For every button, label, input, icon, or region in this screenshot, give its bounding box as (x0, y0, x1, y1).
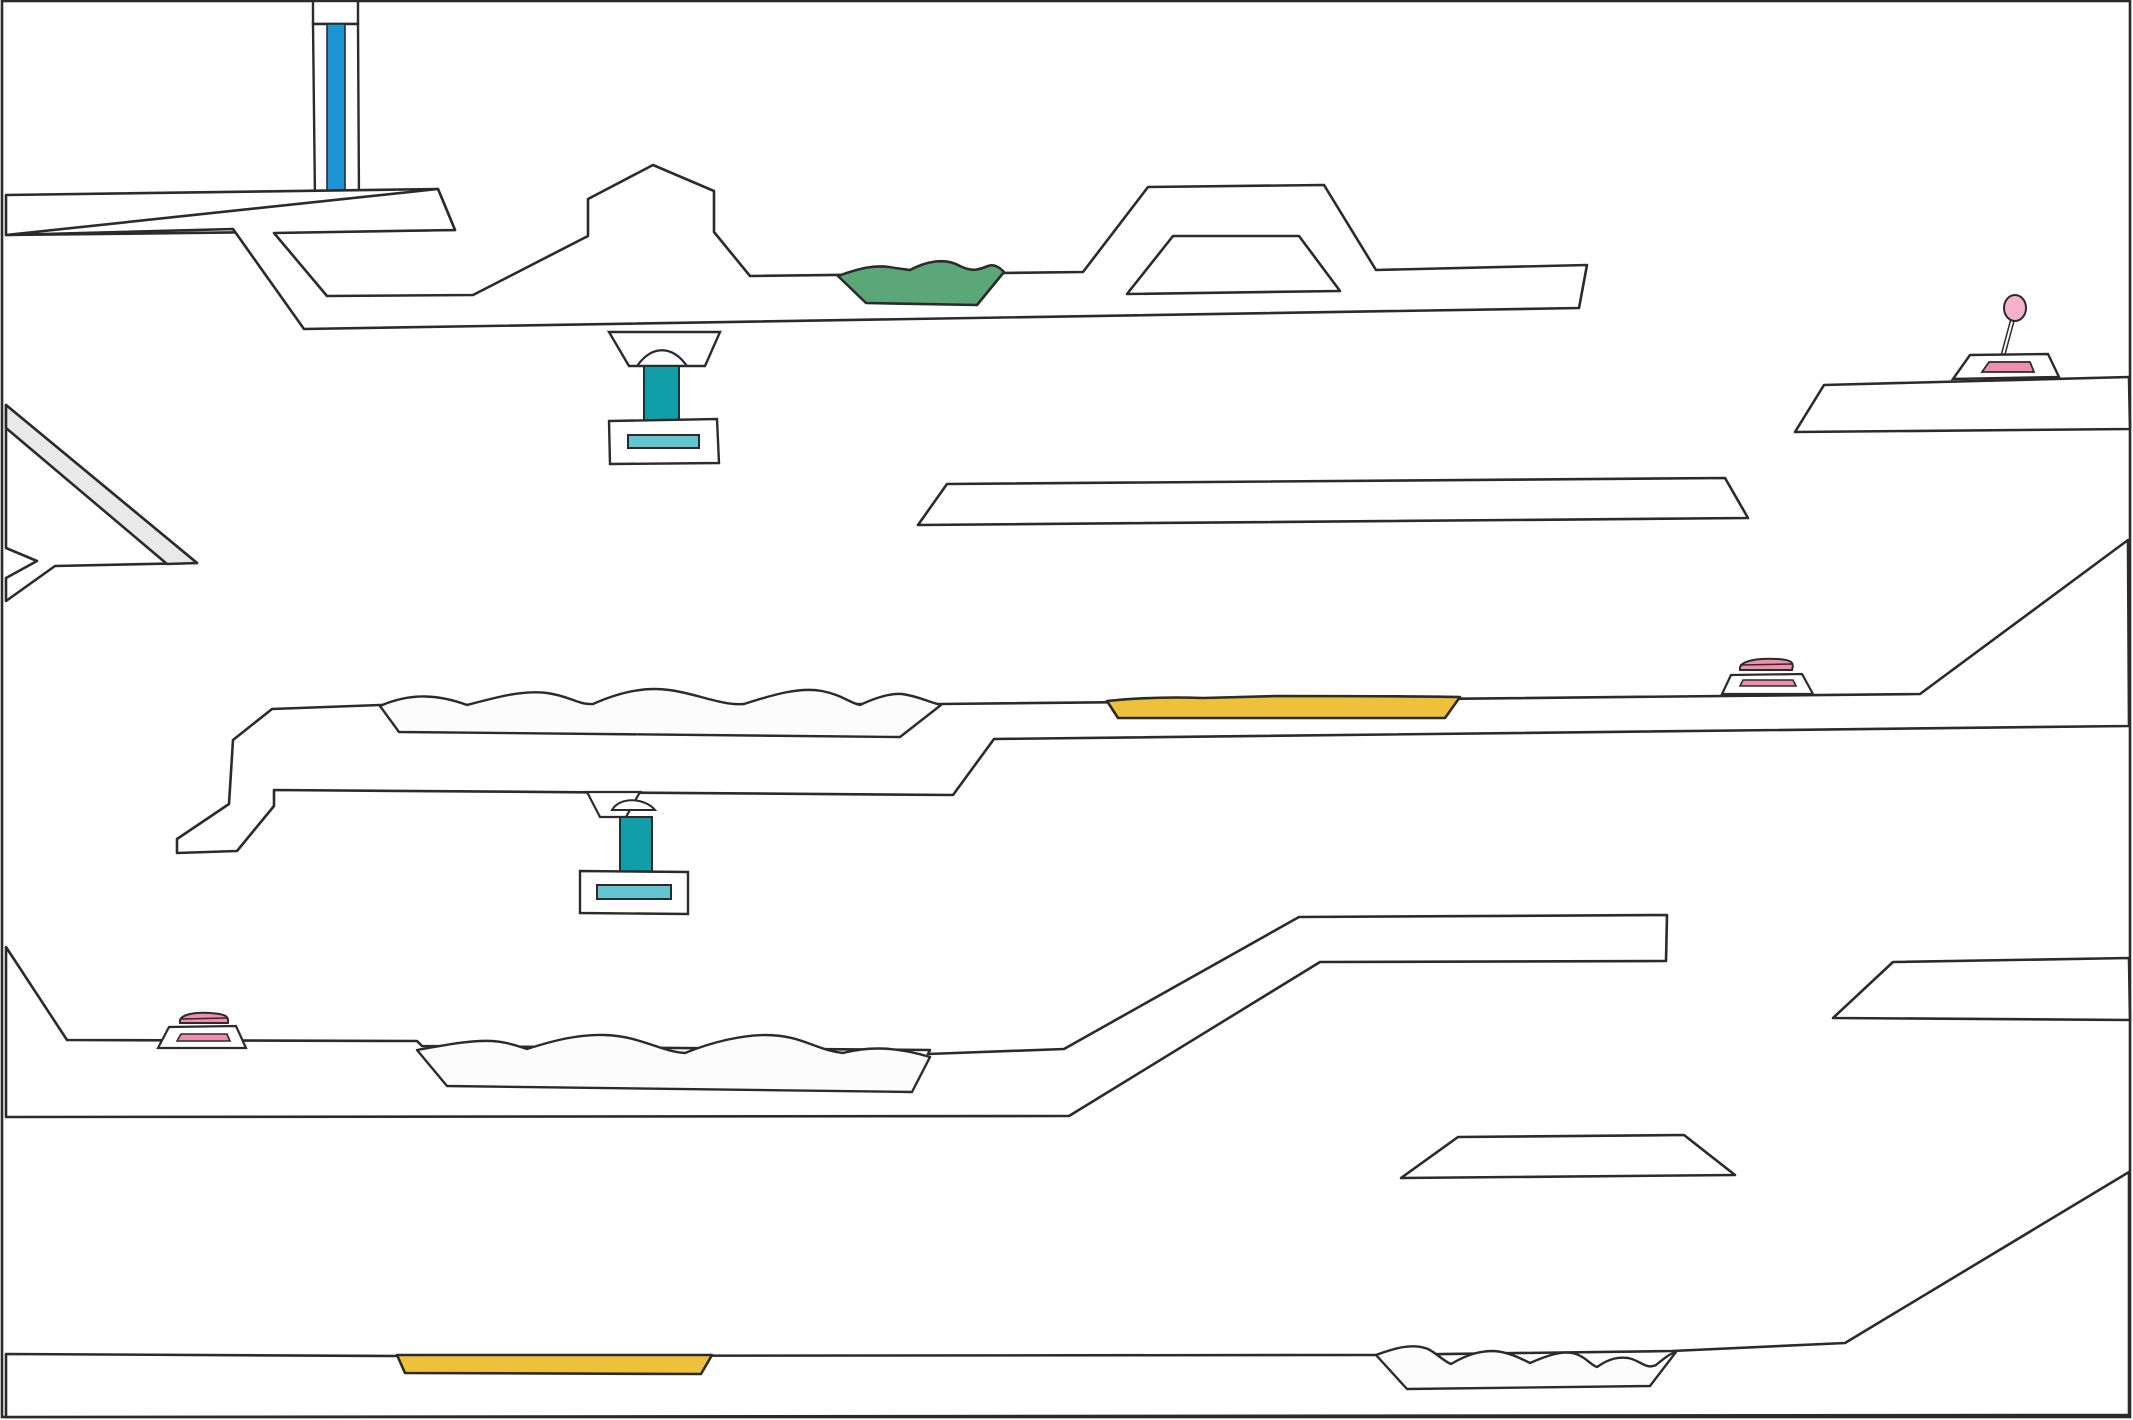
platform-middle-floating (916, 476, 1750, 527)
pressure-button-icon[interactable] (1720, 657, 1815, 696)
platform-lower-left (4, 913, 1669, 1119)
elevator-pad (596, 884, 672, 900)
elevator-shaft (619, 816, 653, 873)
lever-icon[interactable] (1950, 294, 2061, 381)
lava-pool-bottom (395, 1353, 714, 1376)
water-pipe-icon (311, 0, 361, 202)
pressure-button-icon[interactable] (156, 1011, 248, 1050)
left-ramp (4, 403, 199, 603)
elevator-pad (627, 434, 700, 449)
elevator-icon (606, 330, 722, 466)
platform-lever-ledge (1793, 375, 2132, 434)
lever-knob[interactable] (2003, 294, 2027, 322)
lava-pool-middle (1105, 694, 1462, 720)
platform-bottom-ground (4, 1170, 2131, 1419)
acid-pool (836, 259, 1006, 307)
platform-right-lower-ledge (1831, 956, 2132, 1022)
platform-small-floating (1399, 1133, 1737, 1180)
water-stream (326, 23, 346, 200)
goo-pit-lower (415, 1033, 932, 1094)
goo-pit-bottom (1374, 1345, 1678, 1391)
lever-base-stripe (1980, 361, 2036, 373)
elevator-icon (578, 790, 690, 916)
elevator-shaft (643, 365, 680, 422)
platform-upper-inner-step (1125, 234, 1342, 296)
goo-pit-middle (378, 687, 943, 739)
